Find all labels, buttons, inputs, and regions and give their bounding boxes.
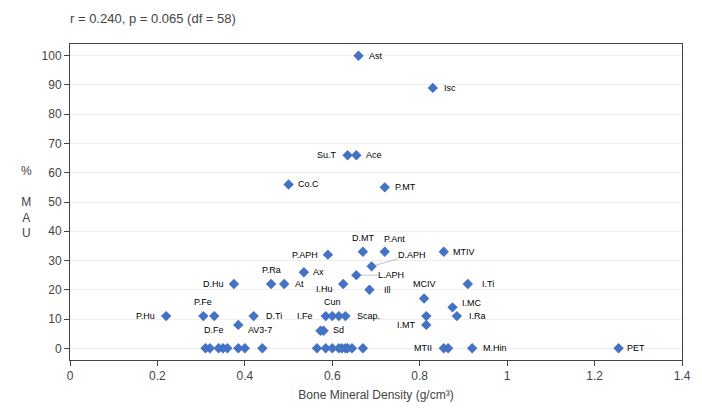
svg-text:Cun: Cun <box>324 297 341 307</box>
svg-text:Ill: Ill <box>384 285 391 295</box>
svg-text:1.2: 1.2 <box>586 369 603 383</box>
svg-text:Co.C: Co.C <box>298 179 319 189</box>
svg-text:I.Ra: I.Ra <box>469 311 486 321</box>
svg-text:P.Ra: P.Ra <box>262 265 281 275</box>
svg-text:20: 20 <box>48 283 62 297</box>
svg-text:0: 0 <box>55 342 62 356</box>
svg-text:D.MT: D.MT <box>352 233 374 243</box>
svg-text:100: 100 <box>42 49 62 63</box>
svg-text:1.4: 1.4 <box>674 369 691 383</box>
svg-text:r = 0.240, p = 0.065 (df = 58): r = 0.240, p = 0.065 (df = 58) <box>70 11 236 26</box>
svg-text:P.APH: P.APH <box>292 250 318 260</box>
svg-text:40: 40 <box>48 224 62 238</box>
svg-text:0.4: 0.4 <box>237 369 254 383</box>
svg-text:P.Ant: P.Ant <box>384 234 405 244</box>
svg-text:Ace: Ace <box>366 150 382 160</box>
svg-text:90: 90 <box>48 78 62 92</box>
svg-text:Su.T: Su.T <box>317 150 337 160</box>
svg-text:Ast: Ast <box>369 51 383 61</box>
svg-text:Scap.: Scap. <box>357 311 380 321</box>
svg-text:70: 70 <box>48 137 62 151</box>
svg-text:60: 60 <box>48 166 62 180</box>
svg-text:I.Fe: I.Fe <box>297 311 313 321</box>
svg-text:AV3-7: AV3-7 <box>248 325 272 335</box>
svg-text:1: 1 <box>504 369 511 383</box>
svg-text:L.APH: L.APH <box>378 270 404 280</box>
svg-text:I.MT: I.MT <box>397 320 415 330</box>
svg-text:80: 80 <box>48 107 62 121</box>
svg-text:D.Fe: D.Fe <box>204 325 224 335</box>
svg-text:At: At <box>295 279 304 289</box>
svg-text:I.Hu: I.Hu <box>316 284 333 294</box>
svg-text:MTIV: MTIV <box>453 247 475 257</box>
svg-text:D.Ti: D.Ti <box>266 311 282 321</box>
svg-text:MTII: MTII <box>414 343 432 353</box>
svg-text:I.MC: I.MC <box>462 298 481 308</box>
svg-text:D.APH: D.APH <box>398 250 426 260</box>
svg-text:0.8: 0.8 <box>411 369 428 383</box>
svg-text:MCIV: MCIV <box>413 279 436 289</box>
svg-text:Bone Mineral Density (g/cm³): Bone Mineral Density (g/cm³) <box>298 388 453 402</box>
svg-text:PET: PET <box>627 343 645 353</box>
svg-text:P.MT: P.MT <box>395 182 416 192</box>
svg-text:M.Hin: M.Hin <box>483 343 507 353</box>
svg-text:Ax: Ax <box>313 267 324 277</box>
svg-text:%MAU: %MAU <box>21 164 32 240</box>
svg-text:Sd: Sd <box>333 325 344 335</box>
svg-text:P.Fe: P.Fe <box>194 297 212 307</box>
svg-text:0.2: 0.2 <box>149 369 166 383</box>
svg-text:I.Ti: I.Ti <box>482 279 494 289</box>
svg-text:10: 10 <box>48 312 62 326</box>
svg-text:0: 0 <box>67 369 74 383</box>
svg-text:50: 50 <box>48 195 62 209</box>
svg-text:30: 30 <box>48 254 62 268</box>
svg-text:D.Hu: D.Hu <box>203 279 224 289</box>
svg-text:Isc: Isc <box>444 83 456 93</box>
svg-text:P.Hu: P.Hu <box>136 311 155 321</box>
svg-text:0.6: 0.6 <box>324 369 341 383</box>
